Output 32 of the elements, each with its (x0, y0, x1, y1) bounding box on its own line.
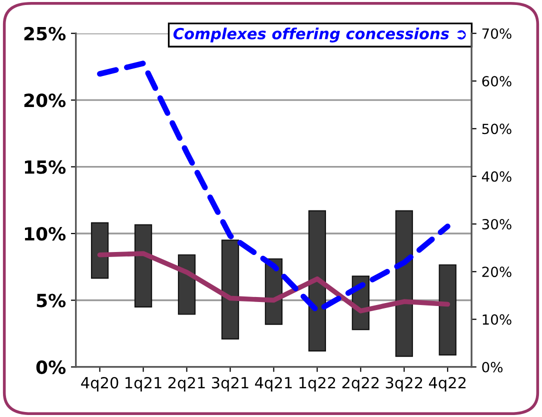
y-tick-label: 0% (36, 360, 66, 374)
y2-tick-label: 60% (482, 76, 512, 86)
y-tick-label: 25% (24, 26, 66, 40)
y2-tick-label: 40% (482, 171, 512, 182)
x-tick-label: 3q22 (386, 376, 422, 392)
bar (308, 210, 326, 352)
text: Complexes offering concessions ➲ (173, 28, 466, 42)
y2-tick-label: 0% (482, 362, 503, 372)
x-tick-label: 4q20 (81, 376, 118, 392)
y2-tick-label: 50% (482, 124, 512, 134)
y2-tick-label: 70% (482, 28, 512, 39)
y-tick-label: 5% (36, 294, 66, 308)
y2-tick-label: 30% (482, 218, 512, 230)
x-tick-label: 4q22 (428, 376, 466, 392)
y-tick-label: 20% (24, 94, 66, 108)
x-tick-label: 2q22 (342, 376, 379, 392)
y-tick-label: 15% (24, 160, 66, 174)
bar (438, 264, 456, 356)
x-tick-label: 4q21 (255, 376, 292, 392)
x-tick-label: 3q21 (212, 376, 248, 392)
bar (395, 210, 413, 357)
x-tick-label: 1q22 (299, 376, 336, 392)
bar (90, 222, 109, 279)
line-series (97, 251, 450, 314)
y-tick-label: 10% (24, 226, 66, 241)
y2-tick-label: 20% (482, 266, 512, 278)
bar (178, 254, 196, 315)
bar (221, 240, 240, 340)
y2-tick-label: 10% (482, 314, 512, 325)
x-tick-label: 2q21 (168, 376, 205, 392)
bar (134, 224, 152, 308)
x-tick-label: 1q21 (126, 376, 162, 392)
